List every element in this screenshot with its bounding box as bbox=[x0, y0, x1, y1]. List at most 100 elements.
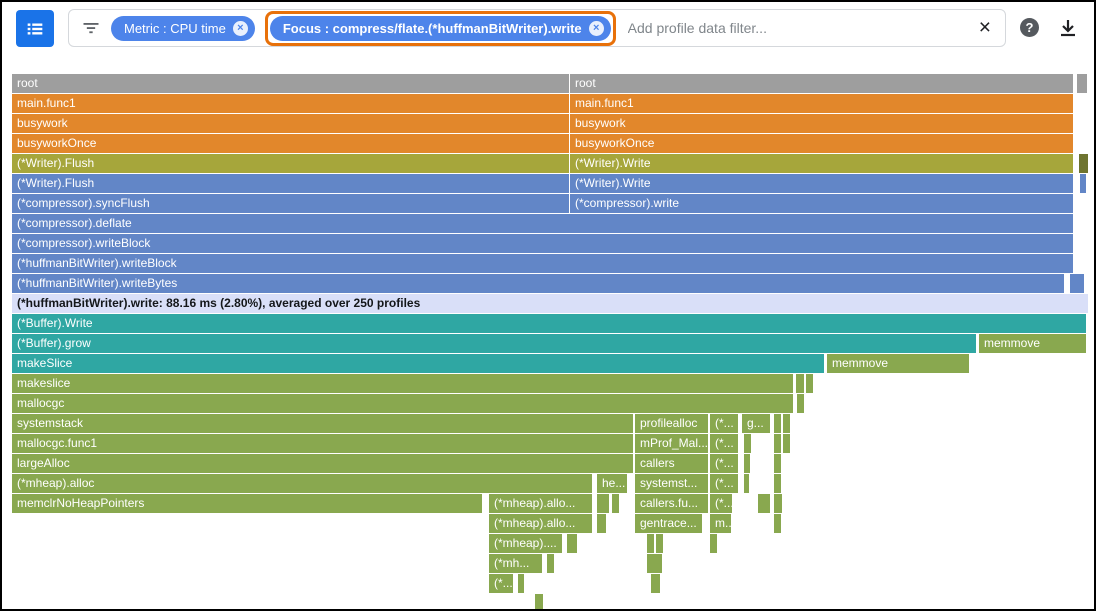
flame-segment[interactable]: mallocgc.func1 bbox=[12, 434, 633, 453]
flame-segment[interactable]: memmove bbox=[827, 354, 969, 373]
flame-segment[interactable]: mProf_Mal... bbox=[635, 434, 708, 453]
flame-row: busywork busywork bbox=[12, 114, 1088, 133]
flame-segment[interactable]: (*... bbox=[710, 474, 738, 493]
flame-row: (*mheap).alloc he... systemst... (*... bbox=[12, 474, 1088, 493]
flame-segment-sliver[interactable] bbox=[518, 574, 524, 593]
flame-segment[interactable]: profilealloc bbox=[635, 414, 708, 433]
flame-segment[interactable]: (*mheap).allo... bbox=[489, 494, 592, 513]
flame-segment-sliver[interactable] bbox=[547, 554, 554, 573]
flame-row: mallocgc.func1 mProf_Mal... (*... bbox=[12, 434, 1088, 453]
flame-segment-sliver[interactable] bbox=[806, 374, 813, 393]
flame-segment[interactable]: (*compressor).deflate bbox=[12, 214, 1073, 233]
flame-segment-sliver[interactable] bbox=[783, 414, 790, 433]
flame-segment-sliver[interactable] bbox=[744, 454, 750, 473]
flame-segment[interactable]: (*Buffer).grow bbox=[12, 334, 976, 353]
flame-segment[interactable]: (*... bbox=[710, 414, 738, 433]
flame-segment[interactable]: (*... bbox=[489, 574, 513, 593]
flame-segment[interactable]: largeAlloc bbox=[12, 454, 633, 473]
clear-filters-icon[interactable]: × bbox=[978, 16, 991, 39]
flame-segment[interactable]: (*huffmanBitWriter).writeBytes bbox=[12, 274, 1064, 293]
filter-chip-metric[interactable]: Metric : CPU time × bbox=[111, 15, 255, 41]
flame-segment[interactable]: main.func1 bbox=[12, 94, 569, 113]
flame-segment-sliver[interactable] bbox=[1080, 174, 1086, 193]
flame-segment-sliver[interactable] bbox=[774, 494, 782, 513]
legend-button[interactable] bbox=[16, 10, 54, 47]
flame-segment[interactable]: busyworkOnce bbox=[570, 134, 1073, 153]
flame-segment[interactable]: (*Writer).Write bbox=[570, 174, 1073, 193]
flame-segment-sliver[interactable] bbox=[651, 574, 660, 593]
flame-segment-sliver[interactable] bbox=[774, 454, 781, 473]
flame-segment-sliver[interactable] bbox=[1079, 154, 1088, 173]
download-icon[interactable] bbox=[1056, 15, 1080, 46]
flame-row bbox=[12, 594, 1088, 609]
flame-segment-sliver[interactable] bbox=[612, 494, 619, 513]
flame-segment-sliver[interactable] bbox=[744, 474, 749, 493]
flame-segment[interactable]: (*huffmanBitWriter).writeBlock bbox=[12, 254, 1073, 273]
flame-segment[interactable]: systemst... bbox=[635, 474, 708, 493]
flame-segment[interactable]: (*... bbox=[710, 434, 738, 453]
flame-segment[interactable]: (*Buffer).Write bbox=[12, 314, 1086, 333]
flame-segment[interactable]: main.func1 bbox=[570, 94, 1073, 113]
flame-segment[interactable]: he... bbox=[597, 474, 627, 493]
flame-segment-sliver[interactable] bbox=[597, 514, 606, 533]
flame-segment[interactable]: g... bbox=[742, 414, 770, 433]
flame-segment[interactable]: gentrace... bbox=[635, 514, 702, 533]
flame-segment[interactable]: busywork bbox=[12, 114, 569, 133]
flame-segment[interactable]: (*compressor).writeBlock bbox=[12, 234, 1073, 253]
flame-segment[interactable]: (*Writer).Flush bbox=[12, 154, 569, 173]
flame-segment-sliver[interactable] bbox=[758, 494, 770, 513]
flame-segment-sliver[interactable] bbox=[647, 534, 654, 553]
flame-segment[interactable]: callers bbox=[635, 454, 708, 473]
flame-segment-sliver[interactable] bbox=[774, 434, 781, 453]
flame-segment-sliver[interactable] bbox=[1077, 74, 1087, 93]
flame-segment[interactable]: (*Writer).Flush bbox=[12, 174, 569, 193]
flame-segment[interactable]: systemstack bbox=[12, 414, 633, 433]
flame-row: (*compressor).syncFlush (*compressor).wri… bbox=[12, 194, 1088, 213]
flame-segment-sliver[interactable] bbox=[535, 594, 543, 609]
flame-segment-sliver[interactable] bbox=[744, 434, 751, 453]
filter-chip-focus[interactable]: Focus : compress/flate.(*huffmanBitWrite… bbox=[269, 15, 611, 41]
flame-segment[interactable]: root bbox=[570, 74, 1073, 93]
flame-segment[interactable]: (*mheap).... bbox=[489, 534, 562, 553]
flame-segment[interactable]: (*compressor).syncFlush bbox=[12, 194, 569, 213]
filter-bar[interactable]: Metric : CPU time × Focus : compress/fla… bbox=[68, 9, 1006, 47]
flame-segment[interactable]: memmove bbox=[979, 334, 1086, 353]
flame-segment-sliver[interactable] bbox=[597, 494, 609, 513]
flame-row: memclrNoHeapPointers (*mheap).allo... call… bbox=[12, 494, 1088, 513]
flame-segment[interactable]: (*... bbox=[710, 454, 738, 473]
flame-segment[interactable]: (*Writer).Write bbox=[570, 154, 1073, 173]
flame-segment-sliver[interactable] bbox=[774, 514, 781, 533]
flame-segment-sliver[interactable] bbox=[710, 534, 717, 553]
help-icon[interactable]: ? bbox=[1020, 18, 1039, 37]
flame-segment-sliver[interactable] bbox=[656, 534, 663, 553]
flame-segment[interactable]: m... bbox=[710, 514, 731, 533]
flame-segment-sliver[interactable] bbox=[774, 414, 781, 433]
flame-segment[interactable]: mallocgc bbox=[12, 394, 793, 413]
flame-segment[interactable]: (*huffmanBitWriter).write: 88.16 ms (2.8… bbox=[12, 294, 1088, 313]
flame-segment-sliver[interactable] bbox=[783, 434, 790, 453]
flame-row: (*Buffer).Write bbox=[12, 314, 1088, 333]
flame-segment-sliver[interactable] bbox=[796, 374, 804, 393]
flame-segment-sliver[interactable] bbox=[1070, 274, 1084, 293]
flame-segment[interactable]: busyworkOnce bbox=[12, 134, 569, 153]
flame-segment[interactable]: (*compressor).write bbox=[570, 194, 1073, 213]
flame-segment[interactable]: (*mheap).allo... bbox=[489, 514, 592, 533]
filter-input[interactable] bbox=[625, 19, 967, 37]
flame-segment[interactable]: callers.fu... bbox=[635, 494, 708, 513]
flame-segment[interactable]: busywork bbox=[570, 114, 1073, 133]
flame-segment[interactable]: (*mh... bbox=[489, 554, 542, 573]
flame-segment[interactable]: root bbox=[12, 74, 569, 93]
chip-remove-icon[interactable]: × bbox=[232, 20, 248, 36]
flame-segment[interactable]: memclrNoHeapPointers bbox=[12, 494, 482, 513]
flame-segment[interactable]: makeslice bbox=[12, 374, 793, 393]
flame-segment[interactable]: (*... bbox=[710, 494, 732, 513]
flame-segment-sliver[interactable] bbox=[567, 534, 577, 553]
flame-segment-sliver[interactable] bbox=[774, 474, 781, 493]
flame-row: (*mheap).... bbox=[12, 534, 1088, 553]
flame-segment[interactable]: makeSlice bbox=[12, 354, 824, 373]
chip-remove-icon[interactable]: × bbox=[588, 20, 604, 36]
flame-segment-sliver[interactable] bbox=[647, 554, 662, 573]
flame-segment-sliver[interactable] bbox=[797, 394, 804, 413]
flame-segment[interactable]: (*mheap).alloc bbox=[12, 474, 592, 493]
